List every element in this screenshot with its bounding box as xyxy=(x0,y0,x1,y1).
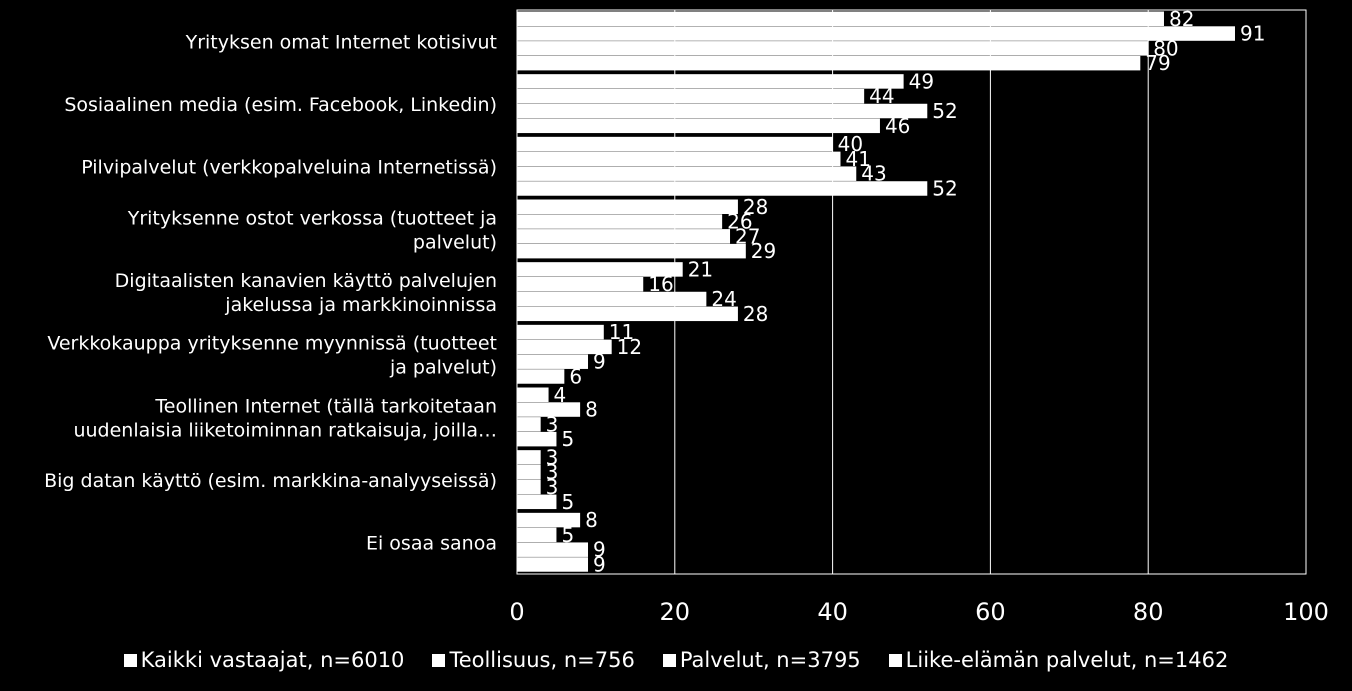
category-label: Digitaalisten kanavien käyttö palvelujen xyxy=(115,270,497,292)
bar xyxy=(517,402,581,417)
bar xyxy=(517,354,589,369)
data-label: 9 xyxy=(593,350,606,374)
legend-label: Kaikki vastaajat, n=6010 xyxy=(140,648,405,672)
bar xyxy=(517,118,880,134)
data-label: 8 xyxy=(585,508,598,532)
legend-item-liike-elaman-palvelut: Liike-elämän palvelut, n=1462 xyxy=(888,648,1229,672)
legend-swatch xyxy=(888,653,902,667)
bar xyxy=(517,136,833,152)
data-label: 21 xyxy=(688,257,713,281)
bar xyxy=(517,431,557,447)
data-label: 6 xyxy=(569,364,582,388)
bar xyxy=(517,11,1164,26)
category-label: Yrityksenne ostot verkossa (tuotteet ja xyxy=(127,207,497,229)
bar xyxy=(517,243,746,259)
data-label: 11 xyxy=(609,320,634,344)
bar xyxy=(517,55,1141,71)
data-label: 3 xyxy=(546,445,559,469)
data-label: 5 xyxy=(561,427,574,451)
bar xyxy=(517,199,738,214)
category-label: Verkkokauppa yrityksenne myynnissä (tuot… xyxy=(47,333,497,355)
data-label: 29 xyxy=(751,239,776,263)
legend-label: Teollisuus, n=756 xyxy=(449,648,635,672)
bar xyxy=(517,527,557,543)
bar xyxy=(517,262,683,277)
data-label: 5 xyxy=(561,523,574,547)
legend-swatch xyxy=(123,653,137,667)
bar xyxy=(517,214,723,229)
legend-item-palvelut: Palvelut, n=3795 xyxy=(662,648,861,672)
data-label: 28 xyxy=(743,195,768,219)
data-label: 3 xyxy=(546,475,559,499)
x-tick-label: 40 xyxy=(817,598,848,626)
data-label: 3 xyxy=(546,460,559,484)
data-label: 9 xyxy=(593,552,606,576)
bar xyxy=(517,369,565,384)
bar xyxy=(517,291,707,307)
data-label: 5 xyxy=(561,490,574,514)
data-label: 40 xyxy=(838,132,863,156)
data-label: 3 xyxy=(546,412,559,436)
data-label: 79 xyxy=(1145,51,1170,75)
bar xyxy=(517,229,731,244)
data-label: 9 xyxy=(593,538,606,562)
category-label: ja palvelut) xyxy=(389,357,497,379)
x-tick-label: 60 xyxy=(975,598,1006,626)
x-tick-label: 100 xyxy=(1283,598,1329,626)
bar xyxy=(517,166,857,181)
data-label: 28 xyxy=(743,302,768,326)
category-label: uudenlaisia liiketoiminnan ratkaisuja, j… xyxy=(73,419,497,441)
bar xyxy=(517,494,557,510)
bar xyxy=(517,464,541,480)
bar xyxy=(517,74,904,89)
data-label: 52 xyxy=(932,99,957,123)
bar xyxy=(517,41,1149,56)
x-tick-label: 0 xyxy=(509,598,524,626)
data-label: 52 xyxy=(932,176,957,200)
legend-swatch xyxy=(662,653,676,667)
data-label: 80 xyxy=(1153,36,1178,60)
bar xyxy=(517,151,841,167)
bar xyxy=(517,479,541,495)
bar xyxy=(517,417,541,432)
bar xyxy=(517,324,604,340)
category-label: palvelut) xyxy=(413,231,497,253)
x-tick-label: 20 xyxy=(660,598,691,626)
bar xyxy=(517,557,589,572)
category-label: Big datan käyttö (esim. markkina-analyys… xyxy=(44,470,497,492)
bar xyxy=(517,26,1235,41)
legend: Kaikki vastaajat, n=6010 Teollisuus, n=7… xyxy=(0,648,1352,672)
bar xyxy=(517,181,928,196)
category-label: Pilvipalvelut (verkkopalveluina Internet… xyxy=(81,157,497,179)
category-label: Teollinen Internet (tällä tarkoitetaan xyxy=(154,395,497,417)
legend-item-kaikki: Kaikki vastaajat, n=6010 xyxy=(123,648,405,672)
data-label: 4 xyxy=(554,383,567,407)
category-label: Sosiaalinen media (esim. Facebook, Linke… xyxy=(64,94,497,116)
bar xyxy=(517,512,581,528)
data-label: 26 xyxy=(727,210,752,234)
bar xyxy=(517,387,549,402)
bar xyxy=(517,276,644,292)
data-label: 46 xyxy=(885,114,910,138)
x-tick-label: 80 xyxy=(1133,598,1164,626)
category-label: jakelussa ja markkinoinnissa xyxy=(224,294,497,316)
data-label: 49 xyxy=(909,69,934,93)
data-label: 8 xyxy=(585,398,598,422)
legend-label: Palvelut, n=3795 xyxy=(679,648,861,672)
bar xyxy=(517,542,589,557)
bar xyxy=(517,103,928,119)
bar xyxy=(517,306,738,322)
bar xyxy=(517,450,541,465)
bar xyxy=(517,339,612,355)
data-label: 12 xyxy=(617,335,642,359)
data-label: 91 xyxy=(1240,22,1265,46)
legend-item-teollisuus: Teollisuus, n=756 xyxy=(432,648,635,672)
legend-label: Liike-elämän palvelut, n=1462 xyxy=(905,648,1229,672)
category-label: Ei osaa sanoa xyxy=(366,533,497,555)
bar xyxy=(517,88,865,104)
legend-swatch xyxy=(432,653,446,667)
category-label: Yrityksen omat Internet kotisivut xyxy=(185,31,497,53)
